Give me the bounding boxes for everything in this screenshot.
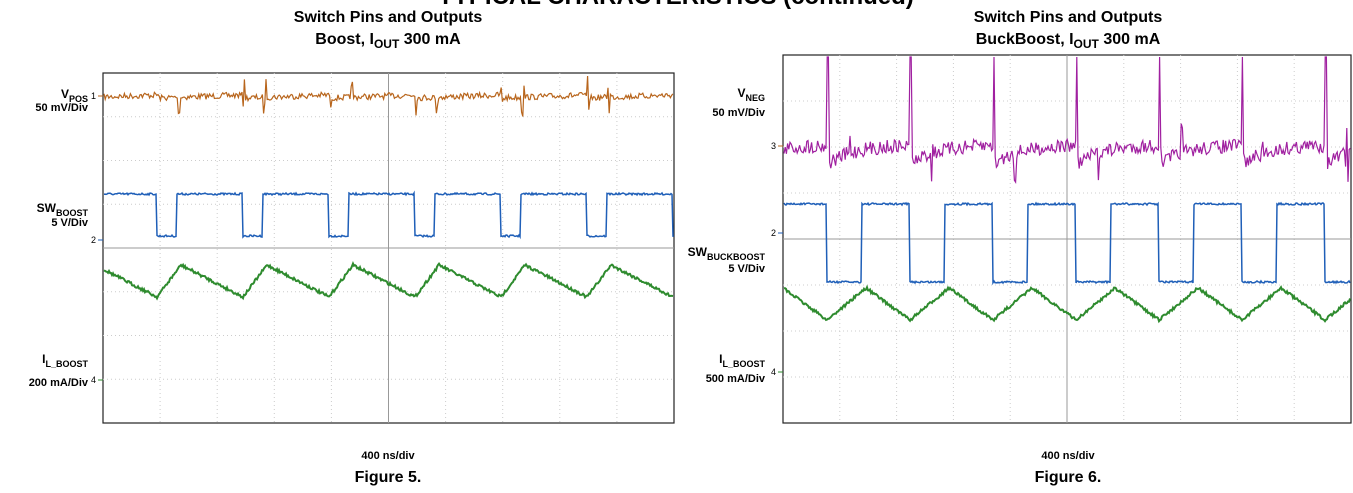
- label-main: SW: [688, 245, 708, 259]
- label-main: V: [61, 87, 69, 101]
- channel-scale: 50 mV/Div: [712, 107, 765, 119]
- channel-label: VNEG: [737, 86, 765, 103]
- label-main: I: [719, 352, 722, 366]
- channel-marker: 4: [771, 367, 776, 377]
- figure-caption: Figure 5.: [355, 469, 422, 486]
- timebase: 400 ns/div: [361, 450, 415, 462]
- title-part: 300 mA: [1099, 31, 1161, 48]
- channel-scale: 200 mA/Div: [29, 377, 89, 389]
- channel-marker: 3: [771, 141, 776, 151]
- label-sub: BUCKBOOST: [707, 252, 766, 262]
- figure-subtitle: Boost, IOUT 300 mA: [315, 31, 461, 51]
- section-header: TYPICAL CHARACTERISTICS (continued): [438, 0, 914, 10]
- title-part: Boost, I: [315, 31, 374, 48]
- channel-marker: 2: [91, 235, 96, 245]
- label-sub: L_BOOST: [722, 359, 765, 369]
- channel-scale: 5 V/Div: [51, 217, 89, 229]
- figure-caption: Figure 6.: [1035, 469, 1102, 486]
- channel-label: IL_BOOST: [42, 352, 88, 369]
- title-part: OUT: [1074, 37, 1100, 51]
- waveform: [103, 261, 674, 301]
- label-sub: L_BOOST: [45, 359, 88, 369]
- channel-label: IL_BOOST: [719, 352, 765, 369]
- waveform: [783, 201, 1351, 286]
- label-sub: POS: [69, 94, 88, 104]
- channel-marker: 2: [771, 228, 776, 238]
- waveform: [103, 190, 674, 240]
- label-main: I: [42, 352, 45, 366]
- label-sub: BOOST: [56, 208, 89, 218]
- channel-scale: 5 V/Div: [728, 263, 766, 275]
- timebase: 400 ns/div: [1041, 450, 1095, 462]
- channel-scale: 50 mV/Div: [35, 102, 88, 114]
- waveform: [783, 56, 1351, 184]
- channel-label: VPOS: [61, 87, 88, 104]
- label-sub: NEG: [745, 93, 765, 103]
- waveform: [103, 75, 674, 117]
- figure-title: Switch Pins and Outputs: [294, 9, 483, 26]
- figure-subtitle: BuckBoost, IOUT 300 mA: [976, 31, 1161, 51]
- channel-scale: 500 mA/Div: [706, 373, 766, 385]
- channel-label: SWBOOST: [37, 201, 89, 218]
- label-main: V: [737, 86, 745, 100]
- channel-label: SWBUCKBOOST: [688, 245, 766, 262]
- waveform: [783, 284, 1351, 324]
- title-part: BuckBoost, I: [976, 31, 1074, 48]
- title-part: 300 mA: [399, 31, 461, 48]
- title-part: OUT: [374, 37, 400, 51]
- channel-marker: 1: [91, 91, 96, 101]
- label-main: SW: [37, 201, 57, 215]
- channel-marker: 4: [91, 375, 96, 385]
- figure-title: Switch Pins and Outputs: [974, 9, 1163, 26]
